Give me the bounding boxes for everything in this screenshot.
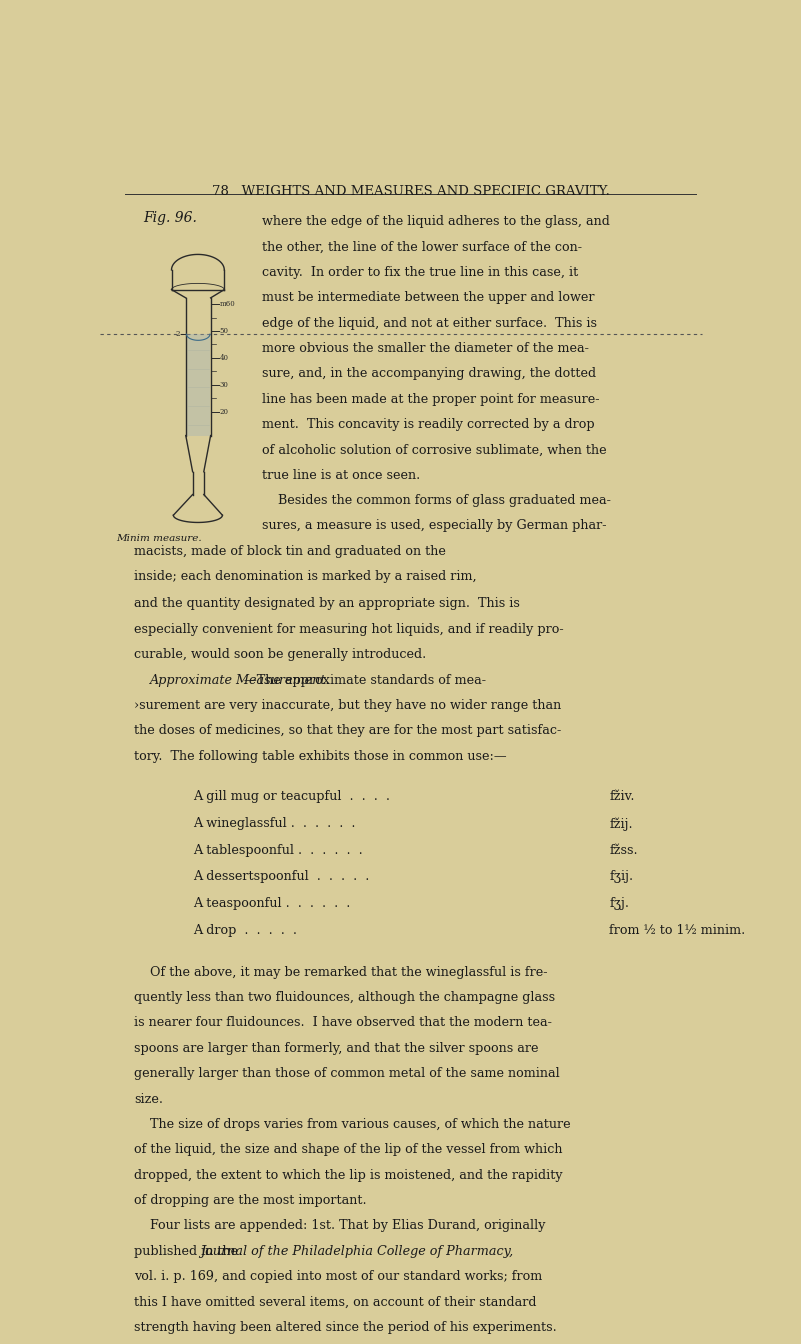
Text: the doses of medicines, so that they are for the most part satisfac-: the doses of medicines, so that they are…: [135, 724, 562, 738]
Text: size.: size.: [135, 1093, 163, 1106]
Text: of dropping are the most important.: of dropping are the most important.: [135, 1193, 367, 1207]
Text: strength having been altered since the period of his experiments.: strength having been altered since the p…: [135, 1321, 557, 1333]
Text: Besides the common forms of glass graduated mea-: Besides the common forms of glass gradua…: [261, 495, 610, 507]
Text: especially convenient for measuring hot liquids, and if readily pro-: especially convenient for measuring hot …: [135, 622, 564, 636]
Text: vol. i. p. 169, and copied into most of our standard works; from: vol. i. p. 169, and copied into most of …: [135, 1270, 542, 1284]
Text: 40: 40: [219, 353, 228, 362]
Text: Of the above, it may be remarked that the wineglassful is fre-: Of the above, it may be remarked that th…: [135, 966, 548, 978]
Text: A wineglassful .  .  .  .  .  .: A wineglassful . . . . . .: [193, 817, 356, 831]
Text: of alcoholic solution of corrosive sublimate, when the: of alcoholic solution of corrosive subli…: [261, 444, 606, 456]
Text: the other, the line of the lower surface of the con-: the other, the line of the lower surface…: [261, 241, 582, 254]
Text: edge of the liquid, and not at either surface.  This is: edge of the liquid, and not at either su…: [261, 317, 597, 329]
Text: from ½ to 1½ minim.: from ½ to 1½ minim.: [609, 923, 746, 937]
Text: The size of drops varies from various causes, of which the nature: The size of drops varies from various ca…: [135, 1118, 571, 1130]
Text: Minim measure.: Minim measure.: [116, 534, 202, 543]
Text: more obvious the smaller the diameter of the mea-: more obvious the smaller the diameter of…: [261, 341, 589, 355]
Text: line has been made at the proper point for measure-: line has been made at the proper point f…: [261, 392, 599, 406]
Text: inside; each denomination is marked by a raised rim,: inside; each denomination is marked by a…: [135, 570, 477, 583]
Text: fʒj.: fʒj.: [609, 896, 629, 910]
Text: 50: 50: [219, 327, 228, 335]
Text: 78   WEIGHTS AND MEASURES AND SPECIFIC GRAVITY.: 78 WEIGHTS AND MEASURES AND SPECIFIC GRA…: [211, 185, 610, 198]
Text: and the quantity designated by an appropriate sign.  This is: and the quantity designated by an approp…: [135, 598, 520, 610]
Text: fživ.: fživ.: [609, 790, 634, 804]
Text: 2: 2: [175, 331, 179, 339]
Text: Journal of the Philadelphia College of Pharmacy,: Journal of the Philadelphia College of P…: [199, 1245, 513, 1258]
Text: fʒij.: fʒij.: [609, 871, 634, 883]
Text: true line is at once seen.: true line is at once seen.: [261, 469, 420, 481]
Text: —The approximate standards of mea-: —The approximate standards of mea-: [244, 673, 485, 687]
Text: A drop  .  .  .  .  .: A drop . . . . .: [193, 923, 297, 937]
Text: macists, made of block tin and graduated on the: macists, made of block tin and graduated…: [135, 544, 446, 558]
Text: this I have omitted several items, on account of their standard: this I have omitted several items, on ac…: [135, 1296, 537, 1308]
Text: tory.  The following table exhibits those in common use:—: tory. The following table exhibits those…: [135, 750, 507, 762]
Text: fžss.: fžss.: [609, 844, 638, 856]
Text: m60: m60: [219, 300, 235, 308]
Text: published in the: published in the: [135, 1245, 243, 1258]
Text: Fig. 96.: Fig. 96.: [143, 211, 198, 224]
Text: where the edge of the liquid adheres to the glass, and: where the edge of the liquid adheres to …: [261, 215, 610, 228]
Text: fžij.: fžij.: [609, 817, 633, 831]
Text: of the liquid, the size and shape of the lip of the vessel from which: of the liquid, the size and shape of the…: [135, 1144, 563, 1156]
Text: Approximate Measurement.: Approximate Measurement.: [150, 673, 330, 687]
Text: Four lists are appended: 1st. That by Elias Durand, originally: Four lists are appended: 1st. That by El…: [135, 1219, 545, 1232]
Text: A dessertspoonful  .  .  .  .  .: A dessertspoonful . . . . .: [193, 871, 369, 883]
Text: cavity.  In order to fix the true line in this case, it: cavity. In order to fix the true line in…: [261, 266, 578, 278]
Text: A tablespoonful .  .  .  .  .  .: A tablespoonful . . . . . .: [193, 844, 363, 856]
Text: ›surement are very inaccurate, but they have no wider range than: ›surement are very inaccurate, but they …: [135, 699, 562, 712]
Text: ment.  This concavity is readily corrected by a drop: ment. This concavity is readily correcte…: [261, 418, 594, 431]
Text: A gill mug or teacupful  .  .  .  .: A gill mug or teacupful . . . .: [193, 790, 390, 804]
Text: sure, and, in the accompanying drawing, the dotted: sure, and, in the accompanying drawing, …: [261, 367, 596, 380]
Text: quently less than two fluidounces, although the champagne glass: quently less than two fluidounces, altho…: [135, 991, 555, 1004]
Text: is nearer four fluidounces.  I have observed that the modern tea-: is nearer four fluidounces. I have obser…: [135, 1016, 552, 1030]
Text: sures, a measure is used, especially by German phar-: sures, a measure is used, especially by …: [261, 519, 606, 532]
Text: A teaspoonful .  .  .  .  .  .: A teaspoonful . . . . . .: [193, 896, 351, 910]
Text: must be intermediate between the upper and lower: must be intermediate between the upper a…: [261, 292, 594, 304]
Text: curable, would soon be generally introduced.: curable, would soon be generally introdu…: [135, 648, 426, 661]
Text: dropped, the extent to which the lip is moistened, and the rapidity: dropped, the extent to which the lip is …: [135, 1168, 563, 1181]
Text: 20: 20: [219, 407, 228, 415]
Text: generally larger than those of common metal of the same nominal: generally larger than those of common me…: [135, 1067, 560, 1081]
Text: 30: 30: [219, 380, 228, 388]
Text: spoons are larger than formerly, and that the silver spoons are: spoons are larger than formerly, and tha…: [135, 1042, 539, 1055]
Bar: [187, 335, 210, 435]
